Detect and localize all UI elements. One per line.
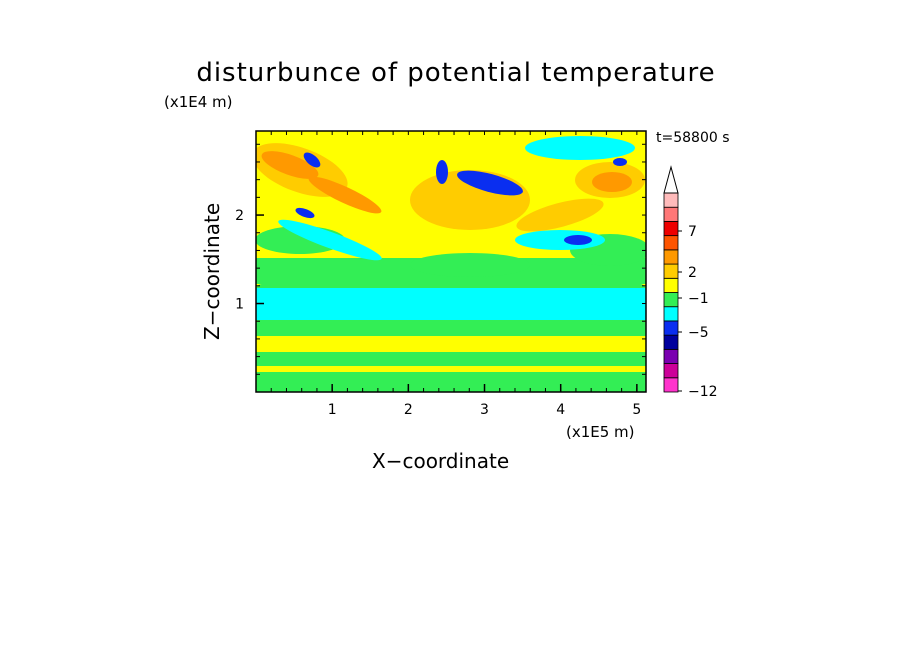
heatmap-field [256, 131, 646, 392]
colorbar-swatch [663, 320, 679, 336]
colorbar: 7 2 −1 −5 −12 [663, 165, 718, 400]
colorbar-arrow [663, 165, 679, 194]
colorbar-swatch [663, 235, 679, 251]
x-axis-unit: (x1E5 m) [566, 423, 635, 441]
plot-frame [255, 130, 647, 393]
band-cyan [256, 288, 646, 320]
blob-blue-6 [295, 207, 315, 219]
x-tick-label: 3 [480, 402, 489, 418]
colorbar-swatch [663, 249, 679, 265]
blob-cyan-left [278, 219, 382, 261]
colorbar-label: −5 [688, 325, 709, 341]
colorbar-swatch [663, 206, 679, 222]
band-low-green [256, 352, 646, 366]
blob-blue-4 [613, 158, 627, 166]
y-tick-label: 2 [235, 208, 244, 224]
blob-green-2 [410, 253, 530, 277]
colorbar-swatch [663, 277, 679, 293]
colorbar-swatch [663, 192, 679, 208]
colorbar-label: 2 [688, 265, 697, 281]
colorbar-label: −12 [688, 384, 718, 400]
colorbar-label: −1 [688, 291, 709, 307]
blob-blue-5 [436, 160, 448, 184]
z-axis-unit: (x1E4 m) [164, 93, 233, 111]
blob-blue-2 [303, 152, 321, 168]
blob-cyan-right [515, 230, 605, 250]
blob-blue-3 [564, 235, 592, 245]
y-tick-label: 1 [235, 297, 244, 313]
colorbar-label: 7 [688, 224, 697, 240]
x-tick-label: 1 [328, 402, 337, 418]
axis-ticks: 1 2 3 4 5 1 2 [235, 131, 646, 418]
blob-dark-orange-2 [308, 176, 382, 214]
colorbar-swatch [663, 363, 679, 379]
blob-orange-4 [516, 198, 604, 232]
x-tick-label: 2 [404, 402, 413, 418]
chart-title: disturbunce of potential temperature [196, 58, 716, 88]
colorbar-swatch [663, 221, 679, 237]
colorbar-swatch [663, 292, 679, 308]
band-mid-green [256, 322, 646, 336]
x-axis-label: X−coordinate [372, 449, 510, 473]
blob-blue-1 [457, 170, 523, 196]
x-tick-label: 4 [556, 402, 565, 418]
colorbar-swatch [663, 263, 679, 279]
colorbar-swatch [663, 377, 679, 393]
blob-cyan-top [525, 136, 635, 160]
time-label: t=58800 s [656, 130, 730, 146]
band-bottom-green [256, 372, 646, 392]
colorbar-swatch [663, 306, 679, 322]
colorbar-swatch [663, 348, 679, 364]
blob-dark-orange-3 [592, 172, 632, 192]
blob-dark-orange-1 [261, 151, 319, 179]
colorbar-swatch [663, 334, 679, 350]
x-tick-label: 5 [632, 402, 641, 418]
